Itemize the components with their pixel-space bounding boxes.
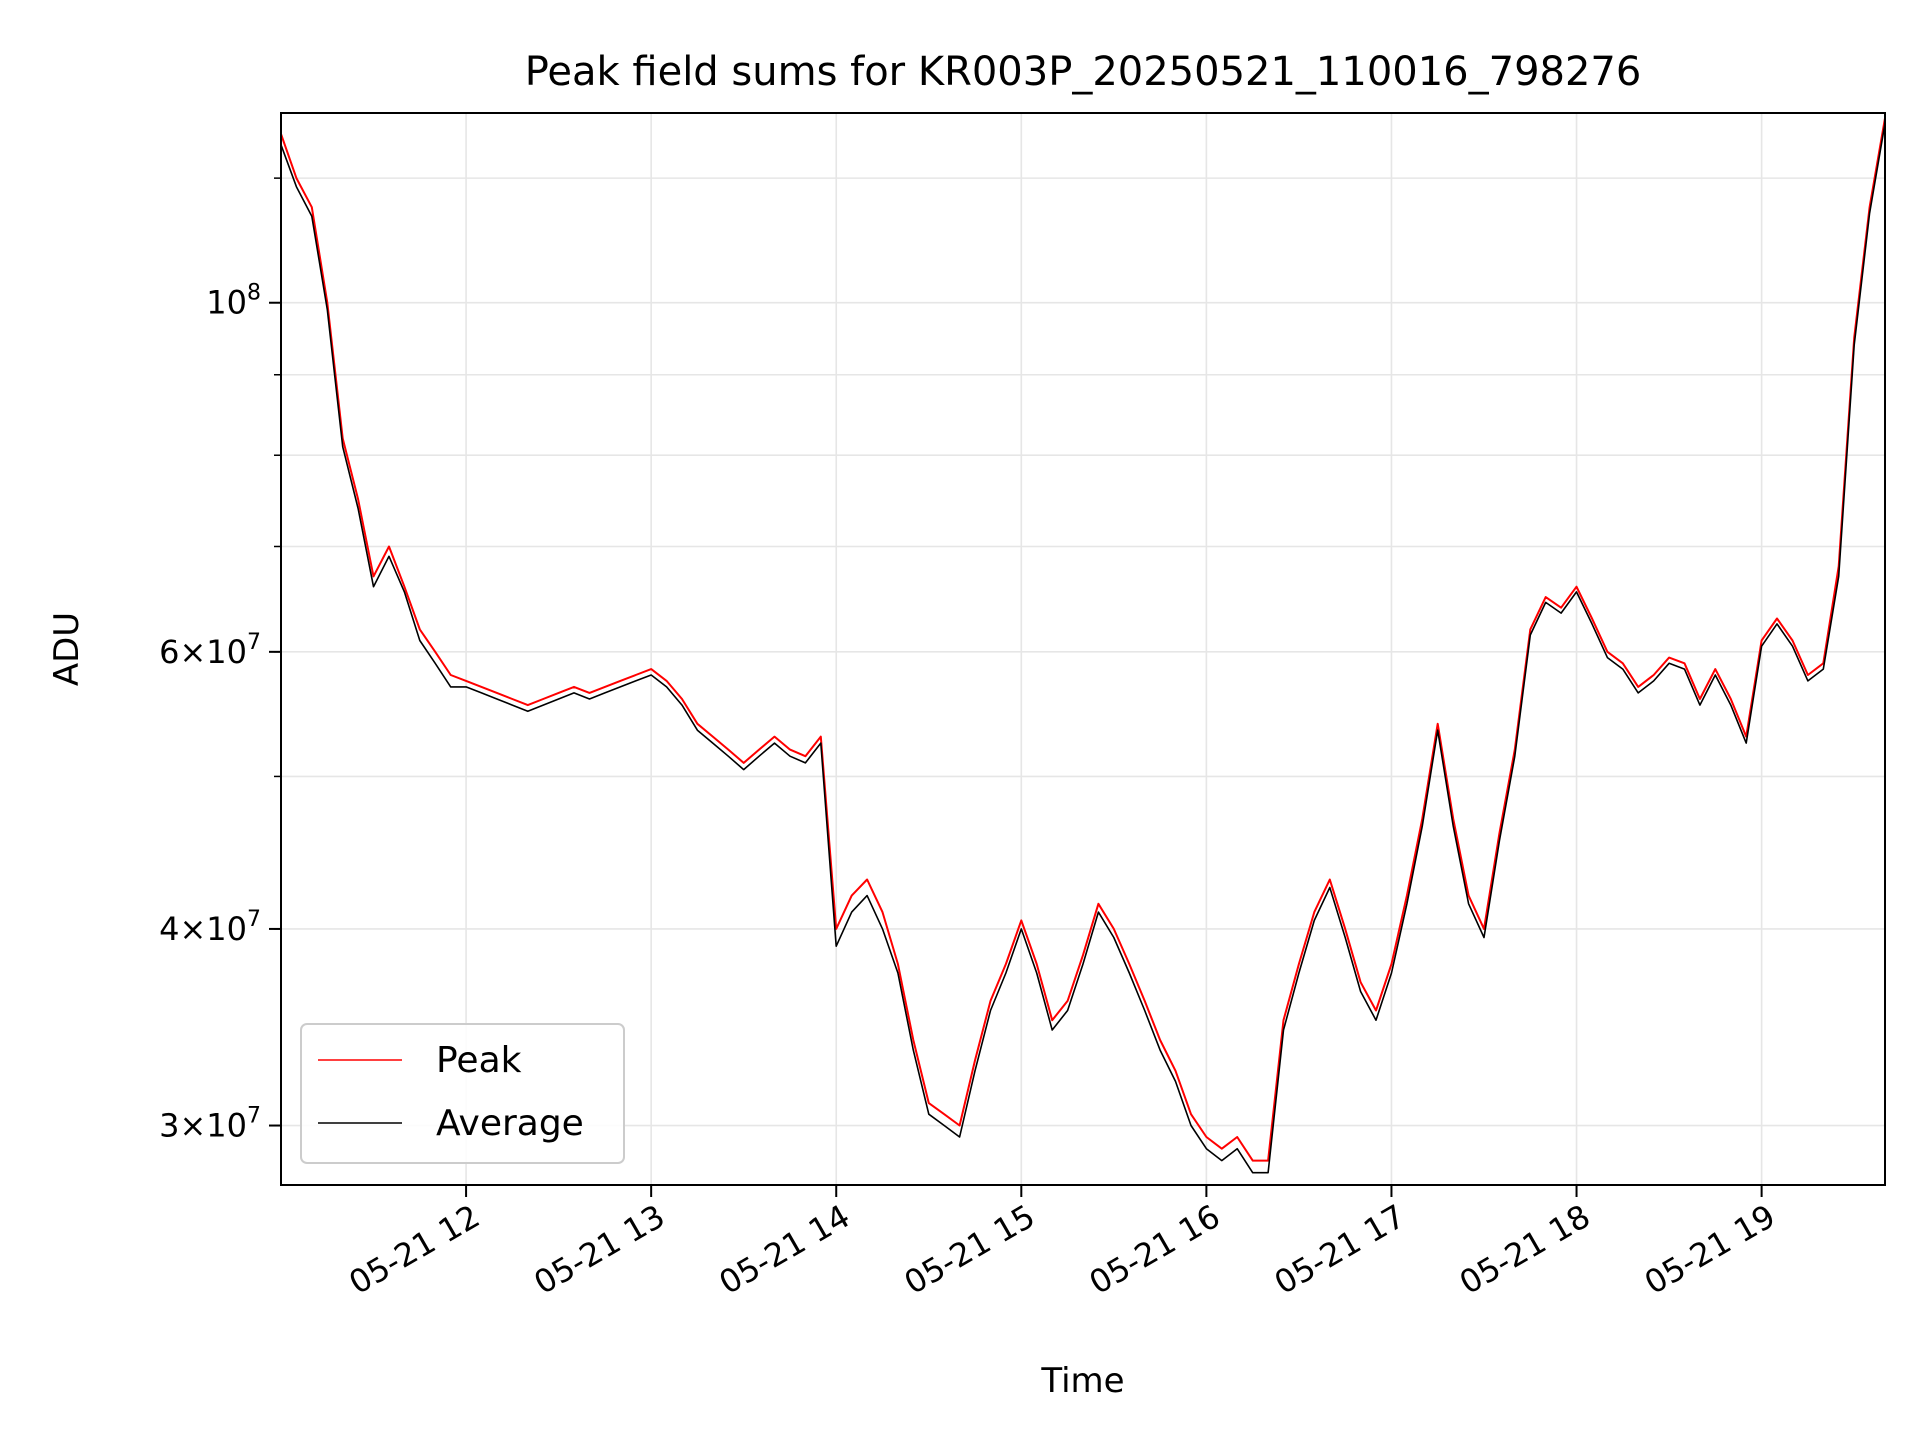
plot-frame xyxy=(280,112,1886,1186)
y-tick-label: 6×107 xyxy=(159,630,261,671)
legend-label-peak: Peak xyxy=(436,1040,522,1081)
series-layer xyxy=(280,118,1886,1174)
y-tick-label: 108 xyxy=(206,281,261,322)
series-line-peak xyxy=(280,118,1886,1162)
x-axis-label: Time xyxy=(1040,1361,1124,1401)
grid xyxy=(281,113,1885,1185)
series-line-average xyxy=(280,123,1886,1174)
y-tick-label: 3×107 xyxy=(159,1104,261,1145)
y-tick-label: 4×107 xyxy=(159,907,261,948)
legend: Peak Average xyxy=(300,1023,625,1164)
legend-label-average: Average xyxy=(436,1103,584,1144)
y-axis-label: ADU xyxy=(47,612,87,686)
chart-title: Peak field sums for KR003P_20250521_1100… xyxy=(525,49,1642,95)
legend-box xyxy=(300,1023,625,1164)
